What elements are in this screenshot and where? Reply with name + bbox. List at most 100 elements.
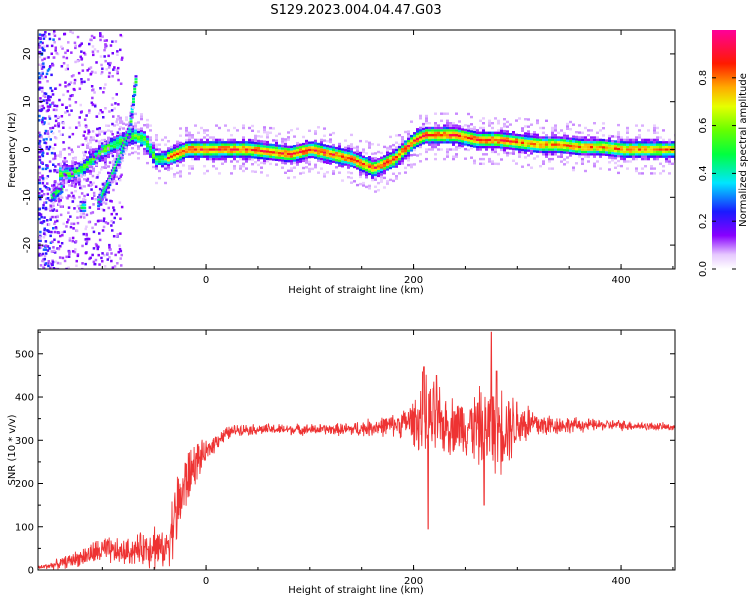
heatmap-cell xyxy=(52,186,56,189)
heatmap-cell xyxy=(506,144,509,147)
heatmap-cell xyxy=(116,50,119,53)
heatmap-cell xyxy=(173,173,176,176)
heatmap-cell xyxy=(584,141,587,144)
heatmap-cell xyxy=(245,150,248,154)
heatmap-cell xyxy=(356,145,359,149)
heatmap-cell xyxy=(563,141,566,144)
heatmap-cell xyxy=(58,185,61,188)
heatmap-cell xyxy=(587,143,590,146)
heatmap-cell xyxy=(146,123,149,126)
heatmap-cell xyxy=(488,138,491,142)
heatmap-cell xyxy=(179,153,182,156)
heatmap-cell xyxy=(266,131,269,134)
heatmap-cell xyxy=(67,41,70,44)
heatmap-cell xyxy=(71,236,75,240)
heatmap-cell xyxy=(77,171,80,175)
heatmap-cell xyxy=(554,141,557,144)
heatmap-cell xyxy=(314,130,317,133)
heatmap-cell xyxy=(563,139,566,142)
heatmap-cell xyxy=(383,186,386,189)
heatmap-cell xyxy=(545,143,548,146)
heatmap-cell xyxy=(293,161,296,165)
heatmap-cell xyxy=(133,87,137,91)
heatmap-cell xyxy=(410,137,413,140)
heatmap-cell xyxy=(44,75,47,79)
heatmap-cell xyxy=(284,152,287,155)
heatmap-cell xyxy=(617,164,620,167)
heatmap-cell xyxy=(287,152,290,156)
heatmap-cell xyxy=(119,175,122,178)
heatmap-cell xyxy=(66,197,69,200)
heatmap-cell xyxy=(293,154,296,157)
heatmap-cell xyxy=(182,149,185,153)
heatmap-cell xyxy=(317,126,320,129)
heatmap-cell xyxy=(44,167,48,171)
heatmap-cell xyxy=(48,117,52,120)
heatmap-cell xyxy=(227,145,230,149)
heatmap-cell xyxy=(57,154,60,157)
heatmap-cell xyxy=(67,146,71,150)
heatmap-cell xyxy=(188,148,191,151)
heatmap-cell xyxy=(61,181,64,185)
heatmap-cell xyxy=(84,238,88,241)
heatmap-cell xyxy=(120,120,124,123)
heatmap-cell xyxy=(188,134,191,137)
heatmap-cell xyxy=(329,147,332,151)
heatmap-cell xyxy=(143,131,146,134)
heatmap-cell xyxy=(65,172,68,175)
heatmap-cell xyxy=(665,143,668,146)
heatmap-cell xyxy=(314,156,317,159)
heatmap-cell xyxy=(638,143,641,146)
heatmap-cell xyxy=(560,155,563,158)
heatmap-cell xyxy=(111,174,114,178)
heatmap-cell xyxy=(308,170,311,173)
heatmap-cell xyxy=(467,131,470,135)
heatmap-cell xyxy=(143,136,146,139)
heatmap-cell xyxy=(63,162,66,165)
heatmap-cell xyxy=(134,75,138,78)
heatmap-cell xyxy=(64,173,67,177)
heatmap-cell xyxy=(131,127,134,131)
heatmap-cell xyxy=(428,131,431,134)
heatmap-cell xyxy=(440,119,443,122)
heatmap-cell xyxy=(66,221,69,224)
heatmap-cell xyxy=(434,157,437,161)
heatmap-cell xyxy=(542,162,545,165)
heatmap-cell xyxy=(140,113,143,116)
heatmap-cell xyxy=(46,182,49,185)
heatmap-cell xyxy=(128,133,132,136)
heatmap-cell xyxy=(470,135,473,138)
y-tick-label: 0 xyxy=(28,566,34,577)
heatmap-cell xyxy=(203,143,206,146)
heatmap-cell xyxy=(566,144,569,147)
heatmap-cell xyxy=(105,198,108,202)
heatmap-cell xyxy=(245,148,248,151)
heatmap-cell xyxy=(62,160,65,163)
heatmap-cell xyxy=(86,170,89,173)
heatmap-cell xyxy=(407,142,410,145)
heatmap-cell xyxy=(52,198,55,201)
heatmap-cell xyxy=(45,145,49,149)
heatmap-cell xyxy=(476,129,479,132)
heatmap-cell xyxy=(362,165,365,168)
heatmap-cell xyxy=(179,127,182,130)
heatmap-cell xyxy=(614,154,617,158)
heatmap-cell xyxy=(476,143,479,146)
heatmap-cell xyxy=(290,160,293,163)
heatmap-cell xyxy=(77,169,80,172)
heatmap-cell xyxy=(46,249,50,252)
heatmap-cell xyxy=(233,143,236,146)
heatmap-cell xyxy=(623,145,626,149)
heatmap-cell xyxy=(377,189,380,192)
heatmap-cell xyxy=(40,74,43,77)
heatmap-cell xyxy=(111,266,115,269)
heatmap-cell xyxy=(605,153,608,156)
heatmap-cell xyxy=(362,170,365,173)
heatmap-cell xyxy=(593,145,596,149)
heatmap-cell xyxy=(81,244,84,248)
heatmap-cell xyxy=(503,149,506,152)
heatmap-cell xyxy=(566,122,569,126)
heatmap-cell xyxy=(497,162,500,166)
heatmap-cell xyxy=(494,134,497,137)
heatmap-cell xyxy=(338,171,341,174)
